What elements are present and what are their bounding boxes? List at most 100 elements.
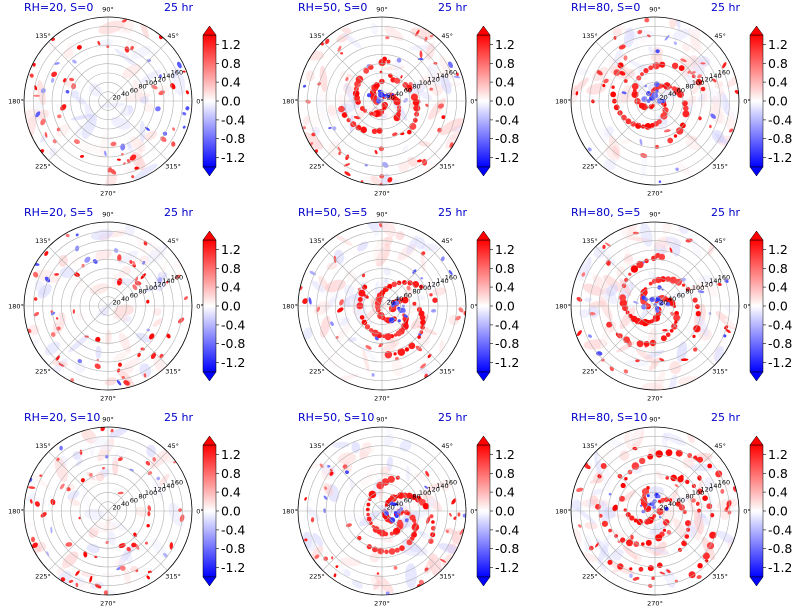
angular-gridline: [48, 451, 109, 512]
spiral-band-cell: [697, 488, 703, 495]
field-cell: [56, 124, 70, 137]
field-spot: [57, 114, 62, 119]
field-cell: [380, 466, 391, 478]
field-cell: [405, 465, 411, 482]
spiral-band-cell: [395, 330, 402, 337]
spiral-band-cell: [611, 85, 615, 89]
spiral-band-cell: [706, 503, 713, 510]
field-spot: [174, 274, 181, 279]
spiral-band-cell: [648, 281, 653, 286]
colorbar-extend-max: [749, 230, 764, 241]
field-spot: [462, 513, 466, 518]
field-spot: [589, 311, 596, 316]
panel-left-title: RH=20, S=10: [24, 411, 100, 424]
radial-tick-label: 40: [668, 90, 676, 98]
field-cell: [72, 451, 82, 460]
field-spot: [659, 358, 665, 362]
angular-gridline: [322, 41, 383, 102]
field-cell: [602, 468, 611, 492]
field-spot: [630, 534, 634, 540]
field-spot: [621, 91, 627, 95]
angular-gridline: [381, 246, 442, 307]
spiral-band-cell: [598, 513, 603, 518]
radial-tick-label: 160: [445, 478, 457, 486]
field-cell: [312, 533, 324, 547]
theta-tick-label: 45°: [714, 237, 726, 245]
theta-tick-label: 135°: [309, 442, 325, 450]
field-cell: [440, 74, 452, 95]
radial-tick-label: 140: [709, 482, 721, 490]
colorbar-tick-label: 0.4: [768, 75, 788, 90]
field-spot: [637, 29, 643, 35]
spiral-band-cell: [357, 535, 362, 541]
spiral-band-cell: [658, 253, 666, 261]
field-cell: [323, 113, 333, 125]
spiral-band-cell: [393, 333, 398, 337]
radial-tick-label: 160: [718, 68, 730, 76]
field-cell: [59, 266, 75, 279]
theta-tick-label: 90°: [102, 5, 114, 13]
field-cell: [107, 530, 116, 546]
radial-tick-label: 80: [685, 288, 693, 296]
angular-gridline: [48, 510, 109, 571]
colorbar-extend-min: [202, 576, 217, 587]
spiral-band-cell: [693, 325, 701, 333]
field-spot: [335, 565, 339, 569]
spiral-band-cell: [709, 531, 717, 539]
polar-panel-7: 0°45°90°135°180°225°270°315°20 40 60 801001…: [8, 411, 204, 607]
angular-gridline: [654, 41, 715, 102]
spiral-band-cell: [702, 552, 710, 560]
field-spot: [669, 247, 673, 254]
field-spot: [121, 19, 127, 23]
spiral-band-cell: [707, 463, 713, 469]
field-cell: [332, 233, 353, 246]
colorbar-body: [476, 34, 491, 168]
radial-tick-label: 20: [386, 503, 394, 511]
field-cell: [302, 327, 313, 340]
field-spot: [314, 554, 320, 559]
field-cell: [92, 522, 119, 533]
spiral-band-cell: [619, 294, 626, 301]
field-spot: [431, 308, 437, 313]
angular-gridline: [595, 100, 656, 161]
field-spot: [316, 306, 321, 312]
field-spot: [685, 238, 693, 243]
field-cell: [690, 76, 707, 96]
radial-tick-label: 60: [130, 291, 138, 299]
field-cell: [330, 315, 344, 327]
field-cell: [689, 27, 701, 53]
colorbar: 1.2 0.8 0.4 0.0 -0.4 -0.8 -1.2: [202, 435, 245, 587]
field-cell: [67, 290, 78, 301]
field-spot: [32, 62, 36, 67]
polar-frame: [570, 221, 740, 391]
field-spot: [185, 106, 190, 111]
theta-tick-label: 225°: [309, 572, 325, 580]
spiral-band-cell: [397, 348, 406, 356]
field-cell: [89, 83, 102, 97]
core-cell: [658, 300, 664, 306]
field-spot: [725, 329, 731, 334]
field-spot: [451, 498, 457, 505]
theta-tick-label: 315°: [712, 367, 728, 375]
spiral-band-cell: [430, 525, 436, 531]
core-cell: [383, 94, 386, 97]
field-spot: [417, 57, 424, 61]
spiral-band-cell: [623, 336, 630, 344]
field-spot: [32, 271, 39, 278]
spiral-band-cell: [396, 108, 402, 113]
colorbar-extend-min: [476, 576, 491, 587]
spiral-band-cell: [411, 518, 417, 523]
colorbar: 1.2 0.8 0.4 0.0 -0.4 -0.8 -1.2: [202, 25, 245, 177]
field-spot: [51, 78, 55, 83]
field-cell: [154, 85, 170, 95]
theta-tick-label: 0°: [743, 97, 750, 105]
field-spot: [75, 233, 79, 237]
spiral-band-cell: [617, 62, 624, 69]
field-cell: [619, 450, 630, 461]
theta-tick-label: 90°: [102, 210, 114, 218]
spiral-band-cell: [381, 478, 390, 486]
colorbar-body: [749, 239, 764, 373]
radial-tick-label: 20: [112, 503, 120, 511]
spiral-band-cell: [393, 352, 397, 356]
field-cell: [71, 90, 80, 99]
